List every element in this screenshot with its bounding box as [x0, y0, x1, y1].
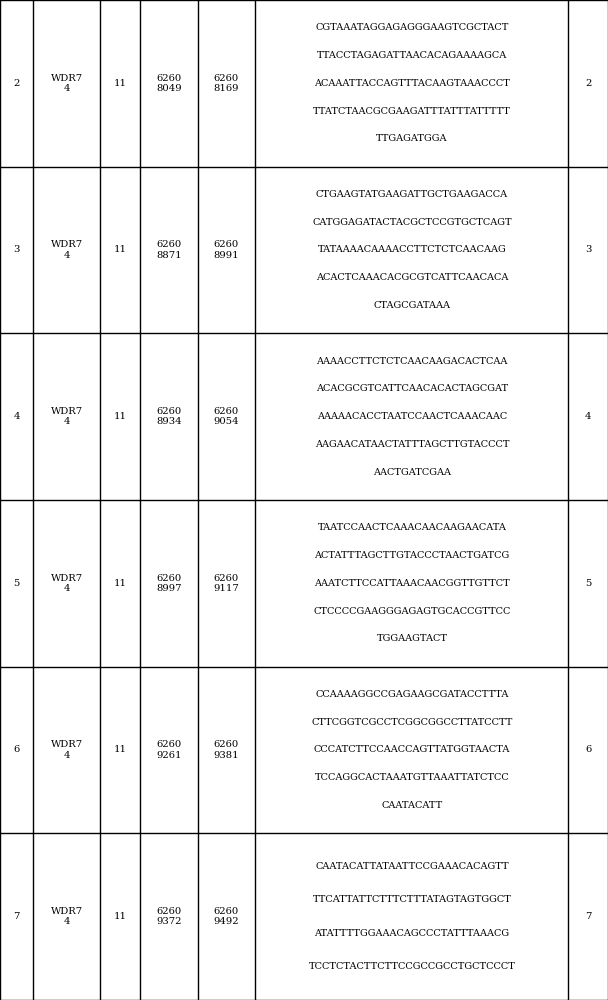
Text: TATAAAACAAAACCTTCTCTCAACAAG: TATAAAACAAAACCTTCTCTCAACAAG: [317, 245, 506, 254]
Text: 6: 6: [13, 745, 20, 754]
Text: CGTAAATAGGAGAGGGAAGTCGCTACT: CGTAAATAGGAGAGGGAAGTCGCTACT: [315, 23, 509, 32]
Text: CCCATCTTCCAACCAGTTATGGTAACTA: CCCATCTTCCAACCAGTTATGGTAACTA: [314, 745, 510, 754]
Text: 7: 7: [13, 912, 20, 921]
Text: AAGAACATAACTATTTAGCTTGTACCCT: AAGAACATAACTATTTAGCTTGTACCCT: [315, 440, 509, 449]
Text: CAATACATT: CAATACATT: [381, 801, 443, 810]
Text: WDR7
4: WDR7 4: [51, 574, 83, 593]
Text: WDR7
4: WDR7 4: [51, 907, 83, 926]
Text: 11: 11: [114, 745, 126, 754]
Text: 5: 5: [13, 579, 20, 588]
Text: TCCAGGCACTAAATGTTAAATTATCTCC: TCCAGGCACTAAATGTTAAATTATCTCC: [314, 773, 510, 782]
Text: 6260
8871: 6260 8871: [156, 240, 182, 260]
Text: WDR7
4: WDR7 4: [51, 407, 83, 426]
Text: ACAAATTACCAGTTTACAAGTAAACCCT: ACAAATTACCAGTTTACAAGTAAACCCT: [314, 79, 510, 88]
Text: 2: 2: [13, 79, 20, 88]
Text: ACACGCGTCATTCAACACACTAGCGAT: ACACGCGTCATTCAACACACTAGCGAT: [316, 384, 508, 393]
Text: 2: 2: [585, 79, 592, 88]
Text: CTTCGGTCGCCTCGGCGGCCTTATCCTT: CTTCGGTCGCCTCGGCGGCCTTATCCTT: [311, 718, 513, 727]
Text: 6260
9381: 6260 9381: [213, 740, 240, 760]
Text: 4: 4: [13, 412, 20, 421]
Text: 6260
9117: 6260 9117: [213, 574, 240, 593]
Text: 6260
8997: 6260 8997: [156, 574, 181, 593]
Text: 6260
8991: 6260 8991: [213, 240, 240, 260]
Text: WDR7
4: WDR7 4: [51, 740, 83, 760]
Text: AACTGATCGAA: AACTGATCGAA: [373, 468, 451, 477]
Text: 11: 11: [114, 245, 126, 254]
Text: CATGGAGATACTACGCTCCGTGCTCAGT: CATGGAGATACTACGCTCCGTGCTCAGT: [312, 218, 512, 227]
Text: 11: 11: [114, 412, 126, 421]
Text: AAAAACACCTAATCCAACTCAAACAAC: AAAAACACCTAATCCAACTCAAACAAC: [317, 412, 507, 421]
Text: 11: 11: [114, 912, 126, 921]
Text: TCCTCTACTTCTTCCGCCGCCTGCTCCCT: TCCTCTACTTCTTCCGCCGCCTGCTCCCT: [308, 962, 516, 971]
Text: 4: 4: [585, 412, 592, 421]
Text: WDR7
4: WDR7 4: [51, 240, 83, 260]
Text: ACACTCAAACACGCGTCATTCAACACA: ACACTCAAACACGCGTCATTCAACACA: [316, 273, 508, 282]
Text: CAATACATTATAATTCCGAAACACAGTT: CAATACATTATAATTCCGAAACACAGTT: [315, 862, 509, 871]
Text: 7: 7: [585, 912, 592, 921]
Text: 3: 3: [13, 245, 20, 254]
Text: 6260
9492: 6260 9492: [213, 907, 240, 926]
Text: 6260
9261: 6260 9261: [156, 740, 181, 760]
Text: WDR7
4: WDR7 4: [51, 74, 83, 93]
Text: 6260
8934: 6260 8934: [156, 407, 182, 426]
Text: AAAACCTTCTCTCAACAAGACACTCAA: AAAACCTTCTCTCAACAAGACACTCAA: [316, 357, 508, 366]
Text: TTACCTAGAGATTAACACAGAAAAGCA: TTACCTAGAGATTAACACAGAAAAGCA: [317, 51, 507, 60]
Text: 3: 3: [585, 245, 592, 254]
Text: TTATCTAACGCGAAGATTTATTTATTTTT: TTATCTAACGCGAAGATTTATTTATTTTT: [313, 107, 511, 116]
Text: 6260
9054: 6260 9054: [213, 407, 240, 426]
Text: 6260
9372: 6260 9372: [156, 907, 181, 926]
Text: 5: 5: [585, 579, 592, 588]
Text: CCAAAAGGCCGAGAAGCGATACCTTTA: CCAAAAGGCCGAGAAGCGATACCTTTA: [315, 690, 509, 699]
Text: ACTATTTAGCTTGTACCCTAACTGATCG: ACTATTTAGCTTGTACCCTAACTGATCG: [314, 551, 510, 560]
Text: TTGAGATGGA: TTGAGATGGA: [376, 134, 447, 143]
Text: TGGAAGTACT: TGGAAGTACT: [376, 634, 447, 643]
Text: 6260
8169: 6260 8169: [214, 74, 239, 93]
Text: TTCATTATTCTTTCTTTATAGTAGTGGCT: TTCATTATTCTTTCTTTATAGTAGTGGCT: [313, 896, 511, 904]
Text: 6260
8049: 6260 8049: [156, 74, 182, 93]
Text: CTAGCGATAAA: CTAGCGATAAA: [373, 301, 451, 310]
Text: 11: 11: [114, 579, 126, 588]
Text: TAATCCAACTCAAACAACAAGAACATA: TAATCCAACTCAAACAACAAGAACATA: [317, 523, 506, 532]
Text: AAATCTTCCATTAAACAACGGTTGTTCT: AAATCTTCCATTAAACAACGGTTGTTCT: [314, 579, 510, 588]
Text: 6: 6: [585, 745, 592, 754]
Text: 11: 11: [114, 79, 126, 88]
Text: CTGAAGTATGAAGATTGCTGAAGACCA: CTGAAGTATGAAGATTGCTGAAGACCA: [316, 190, 508, 199]
Text: CTCCCCGAAGGGAGAGTGCACCGTTCC: CTCCCCGAAGGGAGAGTGCACCGTTCC: [313, 607, 511, 616]
Text: ATATTTTGGAAACAGCCCTATTTAAACG: ATATTTTGGAAACAGCCCTATTTAAACG: [314, 929, 510, 938]
